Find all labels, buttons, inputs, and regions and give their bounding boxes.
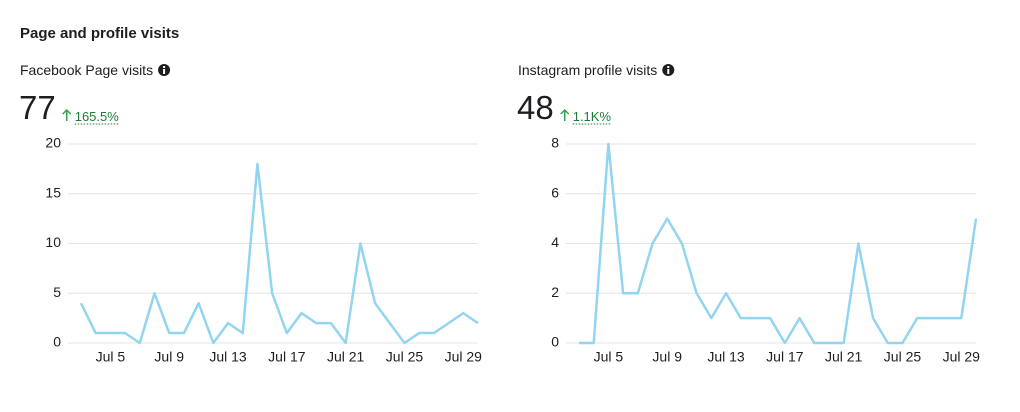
info-icon-bar: [163, 69, 166, 74]
page-title: Page and profile visits: [20, 25, 179, 42]
up-arrow: [560, 108, 570, 121]
up-arrow: [62, 108, 72, 121]
x-tick-label: Jul 25: [386, 349, 424, 365]
y-tick-label: 10: [45, 234, 61, 250]
x-tick-label: Jul 9: [652, 349, 682, 365]
x-tick-label: Jul 25: [884, 349, 922, 365]
y-tick-label: 2: [551, 284, 559, 300]
x-tick-label: Jul 13: [707, 349, 745, 365]
y-tick-label: 6: [551, 184, 559, 200]
info-icon-dot: [667, 66, 670, 68]
info-icon-bar: [667, 69, 670, 74]
x-tick-label: Jul 21: [825, 349, 863, 365]
x-tick-label: Jul 29: [445, 349, 483, 365]
info-icon-dot: [163, 66, 166, 68]
y-tick-label: 8: [551, 135, 559, 151]
y-tick-label: 20: [45, 135, 61, 151]
x-tick-label: Jul 17: [766, 349, 804, 365]
y-tick-label: 5: [53, 284, 61, 300]
x-tick-label: Jul 29: [943, 349, 981, 365]
data-line: [79, 162, 479, 345]
info-icon: [662, 64, 675, 76]
x-tick-label: Jul 9: [154, 349, 184, 365]
y-tick-label: 15: [45, 184, 61, 200]
chart-title: Facebook Page visits: [20, 62, 153, 78]
data-line: [579, 142, 978, 345]
x-tick-label: Jul 21: [327, 349, 365, 365]
y-tick-label: 0: [53, 334, 61, 350]
x-tick-label: Jul 5: [96, 349, 126, 365]
total-value: 48: [517, 89, 554, 126]
x-tick-label: Jul 13: [209, 349, 247, 365]
change-value: 165.5%: [75, 109, 120, 124]
info-icon: [158, 64, 171, 76]
x-tick-label: Jul 5: [594, 349, 624, 365]
change-value: 1.1K%: [573, 109, 612, 124]
total-value: 77: [19, 89, 56, 126]
x-tick-label: Jul 17: [268, 349, 306, 365]
y-tick-label: 4: [551, 234, 559, 250]
y-tick-label: 0: [551, 334, 559, 350]
chart-title: Instagram profile visits: [518, 62, 657, 78]
